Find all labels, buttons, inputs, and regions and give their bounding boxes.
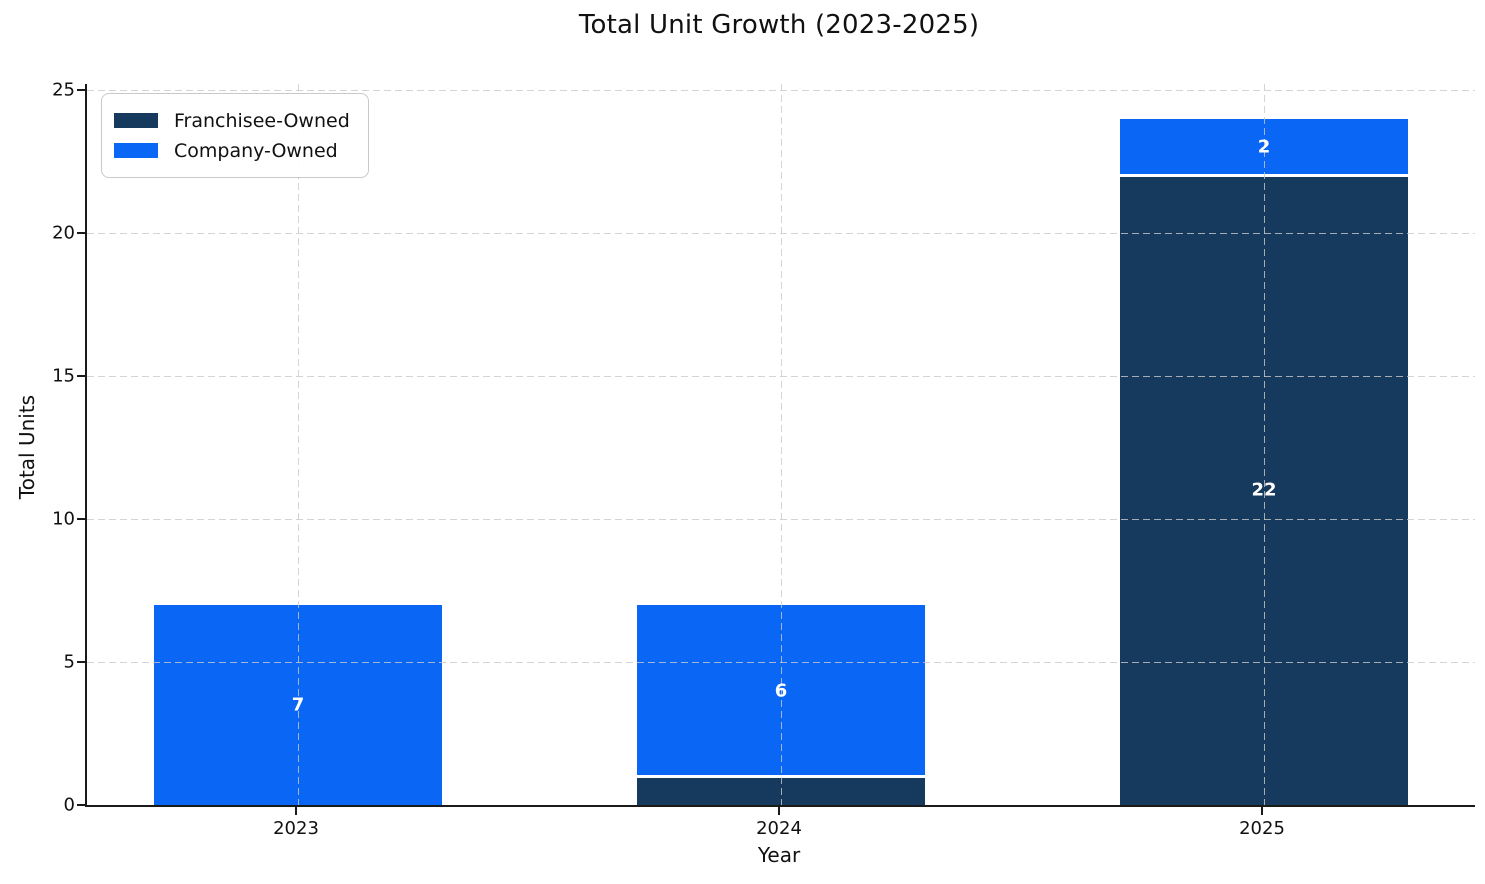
y-tick-mark	[77, 804, 85, 806]
y-tick-mark	[77, 661, 85, 663]
x-tick-label-2024: 2024	[756, 818, 802, 839]
x-tick-mark	[295, 807, 297, 815]
chart-title: Total Unit Growth (2023-2025)	[578, 10, 980, 40]
y-tick-label: 5	[63, 651, 75, 673]
y-tick-label: 0	[63, 794, 75, 816]
y-tick-label: 15	[52, 365, 75, 387]
y-tick-label: 20	[52, 222, 75, 244]
y-axis-label: Total Units	[15, 394, 39, 500]
bar-value-label: 7	[291, 694, 305, 716]
plot-area: Franchisee-Owned Company-Owned 7 6 22 2	[85, 84, 1475, 807]
legend-label: Company-Owned	[174, 139, 338, 162]
horizontal-gridline	[87, 90, 1475, 91]
x-tick-mark	[778, 807, 780, 815]
legend-item: Company-Owned	[114, 137, 350, 164]
bar-segment-franchisee-owned-2024	[637, 776, 925, 805]
bar-value-label: 6	[774, 680, 788, 702]
x-tick-mark	[1261, 807, 1263, 815]
y-tick-mark	[77, 89, 85, 91]
legend-swatch-icon	[114, 113, 158, 128]
x-tick-label-2025: 2025	[1239, 818, 1285, 839]
y-tick-label: 10	[52, 508, 75, 530]
legend-item: Franchisee-Owned	[114, 107, 350, 134]
bar-value-label: 22	[1251, 479, 1277, 501]
legend-swatch-icon	[114, 143, 158, 158]
legend: Franchisee-Owned Company-Owned	[101, 93, 369, 178]
x-tick-label-2023: 2023	[273, 818, 319, 839]
y-tick-mark	[77, 375, 85, 377]
x-axis-label: Year	[757, 843, 801, 867]
legend-label: Franchisee-Owned	[174, 109, 350, 132]
bar-value-label: 2	[1257, 136, 1271, 158]
y-tick-label: 25	[52, 79, 75, 101]
y-tick-mark	[77, 232, 85, 234]
y-tick-mark	[77, 518, 85, 520]
bar-segment-divider	[637, 774, 925, 778]
bar-segment-divider	[1120, 174, 1408, 178]
